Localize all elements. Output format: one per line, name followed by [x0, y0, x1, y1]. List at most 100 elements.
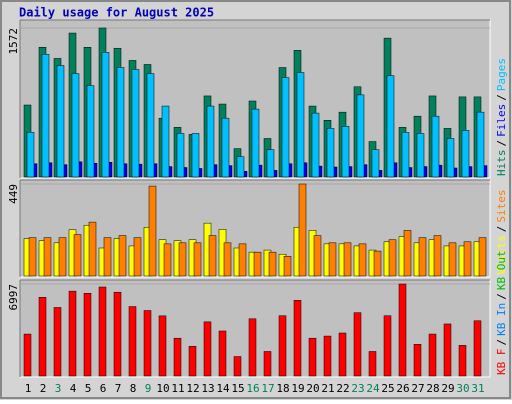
bar — [143, 310, 152, 377]
bar — [368, 351, 377, 377]
bar — [401, 132, 410, 178]
x-tick-label: 9 — [145, 382, 152, 395]
bar — [308, 337, 317, 377]
x-tick-label: 26 — [396, 382, 409, 395]
bar — [251, 108, 260, 178]
legend-separator: / — [495, 94, 508, 101]
bar — [311, 112, 320, 178]
bar — [41, 54, 50, 178]
x-tick-label: 11 — [171, 382, 184, 395]
bar — [221, 117, 230, 178]
bar — [38, 297, 47, 377]
bar — [188, 346, 197, 377]
x-tick-label: 16 — [246, 382, 259, 395]
bar — [341, 126, 350, 178]
bar — [238, 243, 247, 277]
x-tick-label: 28 — [426, 382, 439, 395]
bar — [248, 318, 257, 377]
bar — [233, 356, 242, 377]
bar — [443, 323, 452, 377]
bar — [83, 293, 92, 377]
bar — [163, 243, 172, 277]
bar — [371, 149, 380, 178]
bar — [433, 235, 442, 277]
bar — [356, 94, 365, 178]
x-tick-label: 23 — [351, 382, 364, 395]
bar — [173, 337, 182, 377]
bar — [56, 65, 65, 178]
bar — [176, 133, 185, 178]
x-tick-label: 12 — [186, 382, 199, 395]
bar — [343, 242, 352, 277]
bar — [53, 307, 62, 377]
bar — [323, 335, 332, 377]
x-tick-label: 22 — [336, 382, 349, 395]
bar — [161, 105, 170, 178]
bar — [23, 333, 32, 377]
x-tick-label: 14 — [216, 382, 230, 395]
bar — [463, 241, 472, 277]
x-tick-label: 7 — [115, 382, 122, 395]
bar — [113, 291, 122, 377]
bar — [223, 242, 232, 277]
chart-title: Daily usage for August 2025 — [19, 6, 214, 20]
bar — [266, 149, 275, 178]
bar — [88, 221, 97, 277]
x-tick-label: 29 — [441, 382, 454, 395]
bar — [28, 237, 37, 277]
bar — [158, 315, 167, 377]
bar — [283, 256, 292, 277]
bar — [203, 321, 212, 377]
bar — [148, 185, 157, 277]
bar — [388, 239, 397, 277]
bar — [178, 242, 187, 277]
bar — [386, 75, 395, 178]
x-tick-label: 31 — [471, 382, 484, 395]
x-tick-label: 5 — [85, 382, 92, 395]
bar — [278, 315, 287, 377]
bar — [446, 138, 455, 178]
bar — [353, 312, 362, 377]
legend-entry: Sites — [495, 190, 508, 223]
x-tick-label: 17 — [261, 382, 274, 395]
bar — [461, 130, 470, 178]
bar — [326, 128, 335, 178]
bar — [131, 69, 140, 178]
x-tick-label: 1 — [25, 382, 32, 395]
x-tick-label: 4 — [70, 382, 77, 395]
x-tick-label: 2 — [40, 382, 47, 395]
bar — [208, 235, 217, 277]
bar — [416, 133, 425, 178]
x-tick-label: 21 — [321, 382, 334, 395]
bar — [68, 290, 77, 377]
x-tick-label: 25 — [381, 382, 394, 395]
legend-entry: KB In — [495, 303, 508, 336]
legend-entry: Visits — [495, 235, 508, 275]
bar — [296, 72, 305, 178]
bar — [313, 235, 322, 277]
bar — [58, 237, 67, 277]
legend-entry: KB F — [495, 349, 508, 376]
bar — [86, 85, 95, 178]
bar — [116, 67, 125, 178]
y-max-label: 449 — [7, 184, 20, 204]
x-tick-label: 6 — [100, 382, 107, 395]
bar — [431, 115, 440, 178]
bar — [358, 243, 367, 277]
bar — [73, 234, 82, 277]
bar — [253, 251, 262, 277]
bar — [103, 237, 112, 277]
bar — [403, 230, 412, 277]
bar — [146, 73, 155, 178]
bar — [413, 344, 422, 377]
x-tick-label: 15 — [231, 382, 244, 395]
bar — [373, 250, 382, 277]
bar — [398, 283, 407, 377]
bar — [43, 237, 52, 277]
y-max-label: 6997 — [7, 284, 20, 311]
bar — [383, 315, 392, 377]
legend-separator: / — [495, 140, 508, 147]
bar — [218, 330, 227, 377]
